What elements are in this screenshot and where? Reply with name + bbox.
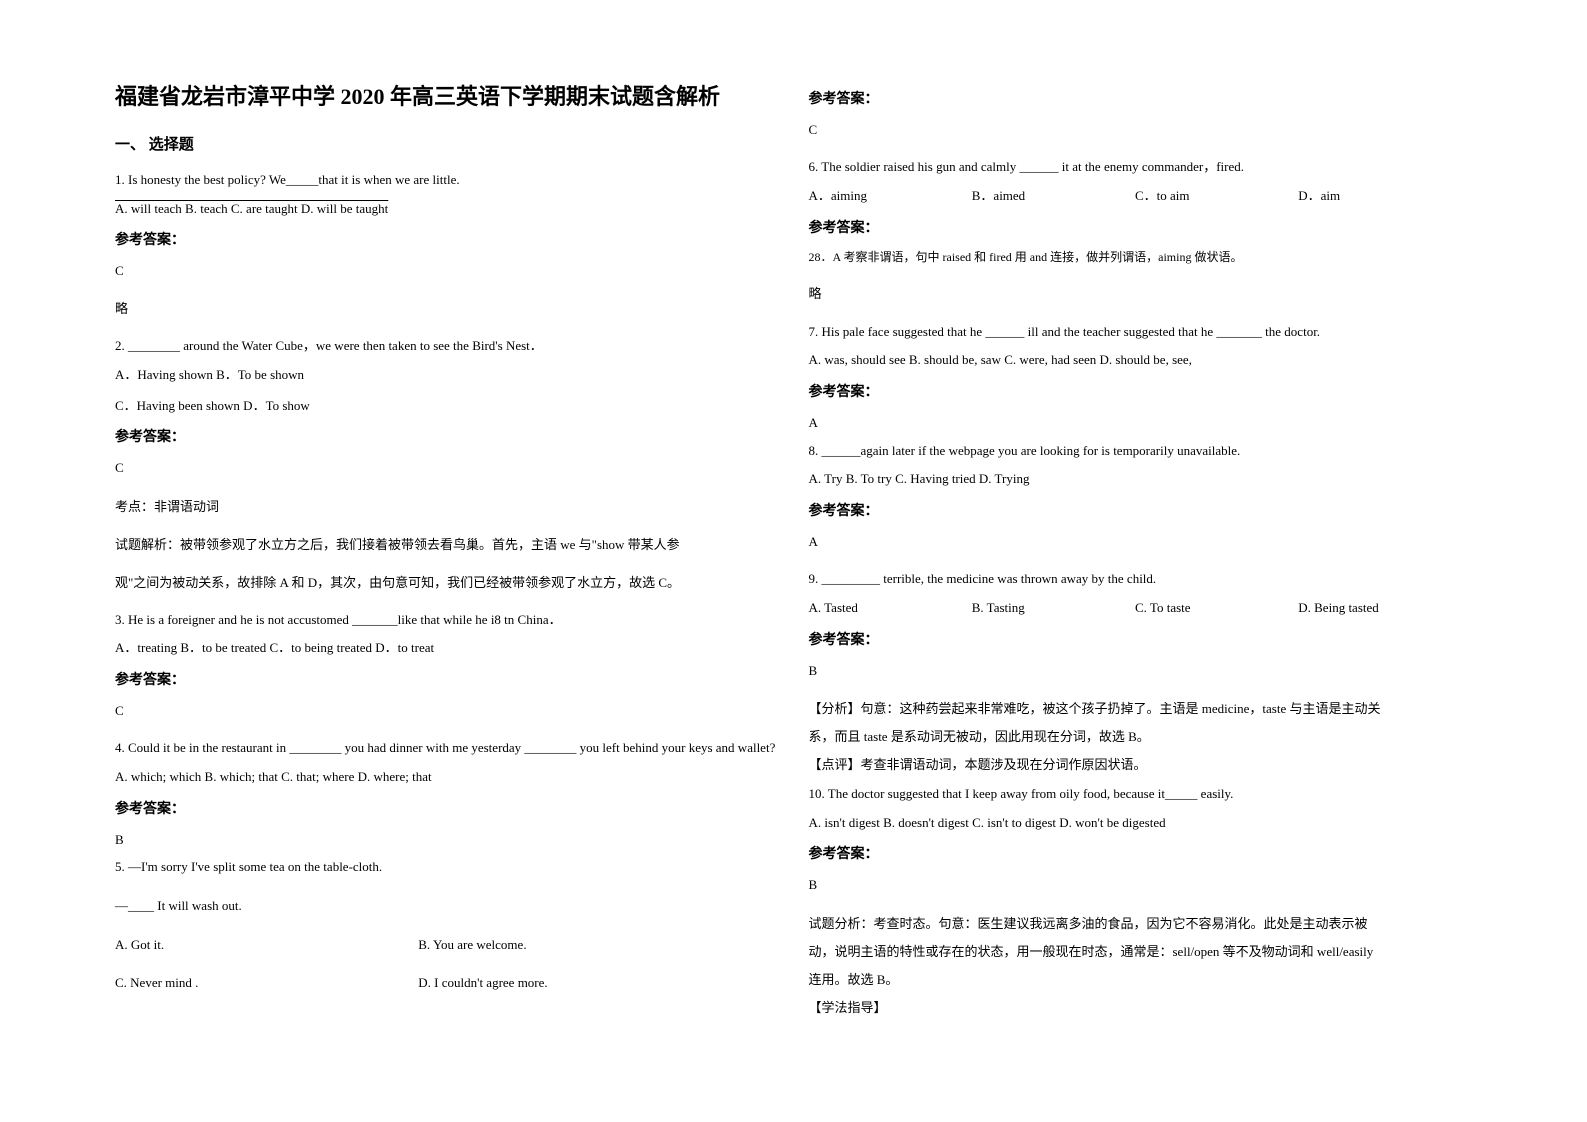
question-6-answer: 28．A 考察非谓语，句中 raised 和 fired 用 and 连接，做并…: [809, 247, 1473, 269]
question-10-explanation-4: 【学法指导】: [809, 995, 1473, 1021]
question-6-opt-b: B．aimed: [972, 184, 1132, 209]
question-8-answer: A: [809, 530, 1473, 553]
question-9-explanation-2: 系，而且 taste 是系动词无被动，因此用现在分词，故选 B。: [809, 724, 1473, 750]
question-2-explanation-1: 试题解析：被带领参观了水立方之后，我们接着被带领去看鸟巢。首先，主语 we 与"…: [115, 532, 779, 558]
question-9: 9. _________ terrible, the medicine was …: [809, 567, 1473, 592]
question-10-answer: B: [809, 873, 1473, 896]
question-6-opt-d: D．aim: [1298, 184, 1438, 209]
question-5-options-row1: A. Got it. B. You are welcome.: [115, 933, 779, 958]
question-10-explanation-3: 连用。故选 B。: [809, 967, 1473, 993]
question-2-options-2: C．Having been shown D．To show: [115, 394, 779, 419]
question-10-options: A. isn't digest B. doesn't digest C. isn…: [809, 811, 1473, 836]
answer-label: 参考答案：: [115, 798, 779, 818]
question-5-opt-a: A. Got it.: [115, 933, 415, 958]
left-column: 福建省龙岩市漳平中学 2020 年高三英语下学期期末试题含解析 一、 选择题 1…: [100, 80, 794, 1082]
question-3-options: A．treating B．to be treated C．to being tr…: [115, 636, 779, 661]
question-2: 2. ________ around the Water Cube，we wer…: [115, 334, 779, 359]
answer-label: 参考答案：: [809, 217, 1473, 237]
answer-label: 参考答案：: [809, 381, 1473, 401]
answer-label: 参考答案：: [115, 669, 779, 689]
question-9-opt-d: D. Being tasted: [1298, 596, 1438, 621]
question-5-opt-c: C. Never mind .: [115, 971, 415, 996]
question-9-opt-a: A. Tasted: [809, 596, 969, 621]
question-2-point: 考点：非谓语动词: [115, 494, 779, 520]
question-8-options: A. Try B. To try C. Having tried D. Tryi…: [809, 467, 1473, 492]
answer-label: 参考答案：: [809, 629, 1473, 649]
question-5: 5. —I'm sorry I've split some tea on the…: [115, 855, 779, 880]
question-10-explanation-1: 试题分析：考查时态。句意：医生建议我远离多油的食品，因为它不容易消化。此处是主动…: [809, 911, 1473, 937]
question-4-answer: B: [115, 828, 779, 851]
question-10: 10. The doctor suggested that I keep awa…: [809, 782, 1473, 807]
question-9-explanation-3: 【点评】考查非谓语动词，本题涉及现在分词作原因状语。: [809, 752, 1473, 778]
question-6-opt-a: A．aiming: [809, 184, 969, 209]
answer-label: 参考答案：: [809, 88, 1473, 108]
question-5-line2: —____ It will wash out.: [115, 894, 779, 919]
question-6-opt-c: C．to aim: [1135, 184, 1295, 209]
question-8: 8. ______again later if the webpage you …: [809, 439, 1473, 464]
answer-label: 参考答案：: [809, 500, 1473, 520]
answer-label: 参考答案：: [115, 229, 779, 249]
question-6-options: A．aiming B．aimed C．to aim D．aim: [809, 184, 1473, 209]
question-5-options-row2: C. Never mind . D. I couldn't agree more…: [115, 971, 779, 996]
question-10-explanation-2: 动，说明主语的特性或存在的状态，用一般现在时态，通常是：sell/open 等不…: [809, 939, 1473, 965]
question-5-opt-b: B. You are welcome.: [418, 933, 558, 958]
document-title: 福建省龙岩市漳平中学 2020 年高三英语下学期期末试题含解析: [115, 80, 779, 113]
question-3-answer: C: [115, 699, 779, 722]
question-4-options: A. which; which B. which; that C. that; …: [115, 765, 779, 790]
section-heading: 一、 选择题: [115, 133, 779, 154]
question-1: 1. Is honesty the best policy? We_____th…: [115, 168, 779, 193]
question-9-explanation-1: 【分析】句意：这种药尝起来非常难吃，被这个孩子扔掉了。主语是 medicine，…: [809, 696, 1473, 722]
question-7: 7. His pale face suggested that he _____…: [809, 320, 1473, 345]
question-5-opt-d: D. I couldn't agree more.: [418, 971, 558, 996]
question-2-answer: C: [115, 456, 779, 479]
question-9-options: A. Tasted B. Tasting C. To taste D. Bein…: [809, 596, 1473, 621]
answer-label: 参考答案：: [809, 843, 1473, 863]
question-1-options: A. will teach B. teach C. are taught D. …: [115, 197, 779, 222]
question-2-explanation-2: 观"之间为被动关系，故排除 A 和 D，其次，由句意可知，我们已经被带领参观了水…: [115, 570, 779, 596]
question-9-opt-b: B. Tasting: [972, 596, 1132, 621]
answer-label: 参考答案：: [115, 426, 779, 446]
question-6: 6. The soldier raised his gun and calmly…: [809, 155, 1473, 180]
question-3: 3. He is a foreigner and he is not accus…: [115, 608, 779, 633]
question-9-answer: B: [809, 659, 1473, 682]
question-6-note: 略: [809, 282, 1473, 305]
question-1-note: 略: [115, 297, 779, 320]
question-5-answer: C: [809, 118, 1473, 141]
question-2-options-1: A．Having shown B．To be shown: [115, 363, 779, 388]
question-1-answer: C: [115, 259, 779, 282]
question-4: 4. Could it be in the restaurant in ____…: [115, 736, 779, 761]
right-column: 参考答案： C 6. The soldier raised his gun an…: [794, 80, 1488, 1082]
question-9-opt-c: C. To taste: [1135, 596, 1295, 621]
question-7-answer: A: [809, 411, 1473, 434]
question-7-options: A. was, should see B. should be, saw C. …: [809, 348, 1473, 373]
